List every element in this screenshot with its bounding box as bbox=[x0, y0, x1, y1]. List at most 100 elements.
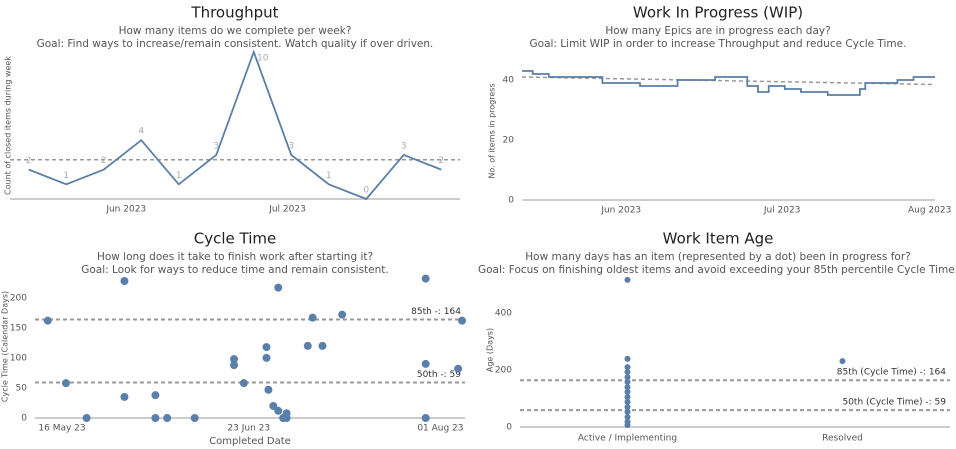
data-point bbox=[624, 368, 631, 375]
y-tick-label: 0 bbox=[508, 196, 514, 206]
reference-label: 85th -: 164 bbox=[411, 307, 461, 317]
x-tick-label: Jul 2023 bbox=[763, 206, 801, 216]
chart-subtitle: How many Epics are in progress each day? bbox=[605, 25, 830, 37]
data-point bbox=[190, 414, 199, 422]
data-label: 4 bbox=[138, 127, 144, 137]
data-point bbox=[624, 364, 631, 371]
data-label: 3 bbox=[401, 141, 407, 151]
data-point bbox=[239, 379, 248, 388]
data-point bbox=[338, 310, 347, 319]
data-point bbox=[624, 355, 631, 362]
reference-label: 50th (Cycle Time) -: 59 bbox=[842, 398, 946, 408]
chart-subtitle: How long does it take to finish work aft… bbox=[97, 251, 373, 263]
x-tick-label: 16 May 23 bbox=[38, 424, 85, 434]
chart-subtitle: Goal: Find ways to increase/remain consi… bbox=[37, 38, 434, 50]
x-axis-label: Completed Date bbox=[209, 436, 291, 447]
y-tick-label: 100 bbox=[10, 353, 27, 363]
data-point bbox=[454, 364, 463, 373]
data-point bbox=[262, 343, 271, 352]
data-point bbox=[624, 378, 631, 385]
data-point bbox=[230, 355, 239, 364]
data-point bbox=[120, 392, 129, 401]
chart-title: Cycle Time bbox=[194, 230, 276, 248]
chart-subtitle: Goal: Look for ways to reduce time and r… bbox=[81, 264, 389, 276]
y-tick-label: 200 bbox=[10, 293, 27, 303]
y-tick-label: 20 bbox=[503, 136, 515, 146]
data-point bbox=[61, 379, 70, 388]
data-label: 3 bbox=[213, 141, 219, 151]
x-tick-label: Jul 2023 bbox=[268, 205, 306, 215]
data-point bbox=[274, 406, 283, 415]
data-point bbox=[624, 398, 631, 405]
x-tick-label: Aug 2023 bbox=[908, 206, 951, 216]
data-label: 2 bbox=[438, 156, 444, 166]
data-point bbox=[624, 394, 631, 401]
chart-subtitle: How many items do we complete per week? bbox=[119, 25, 352, 37]
wip-line bbox=[522, 70, 935, 96]
data-point bbox=[624, 414, 631, 421]
y-tick-label: 400 bbox=[495, 308, 512, 318]
data-label: 1 bbox=[176, 171, 182, 181]
data-point bbox=[624, 384, 631, 391]
data-point bbox=[151, 391, 160, 400]
y-tick-label: 40 bbox=[503, 76, 515, 86]
data-point bbox=[308, 313, 317, 322]
data-point bbox=[624, 374, 631, 381]
data-point bbox=[282, 414, 291, 422]
x-tick-label: 01 Aug 23 bbox=[417, 424, 463, 434]
data-point bbox=[458, 316, 467, 325]
data-point bbox=[230, 361, 239, 370]
data-point bbox=[163, 414, 172, 422]
y-axis-label: Cycle Time (Calendar Days) bbox=[1, 291, 10, 402]
data-point bbox=[624, 408, 631, 415]
data-point bbox=[624, 388, 631, 395]
x-tick-label: Jun 2023 bbox=[105, 205, 146, 215]
x-tick-label: 23 Jun 23 bbox=[227, 424, 270, 434]
throughput-line bbox=[28, 49, 442, 201]
data-point bbox=[318, 341, 327, 350]
data-label: 0 bbox=[363, 186, 369, 196]
data-point bbox=[274, 283, 283, 292]
data-label: 2 bbox=[26, 156, 32, 166]
data-label: 3 bbox=[288, 141, 294, 151]
chart-subtitle: How many days has an item (represented b… bbox=[525, 251, 910, 263]
y-tick-label: 150 bbox=[10, 323, 27, 333]
y-axis-label: Age (Days) bbox=[486, 328, 495, 372]
chart-title: Throughput bbox=[190, 4, 278, 22]
y-tick-label: 50 bbox=[16, 383, 28, 393]
data-point bbox=[624, 276, 631, 283]
data-label: 1 bbox=[326, 171, 332, 181]
data-label: 2 bbox=[101, 156, 107, 166]
x-tick-label: Resolved bbox=[822, 434, 863, 444]
data-label: 10 bbox=[257, 54, 269, 64]
data-point bbox=[624, 422, 631, 429]
data-point bbox=[421, 274, 430, 283]
y-axis-label: No. of items in progress bbox=[488, 83, 497, 178]
data-point bbox=[43, 316, 52, 325]
reference-label: 85th (Cycle Time) -: 164 bbox=[837, 368, 947, 378]
x-tick-label: Jun 2023 bbox=[600, 206, 641, 216]
x-tick-label: Active / Implementing bbox=[578, 434, 677, 444]
chart-title: Work Item Age bbox=[663, 230, 774, 248]
data-point bbox=[421, 414, 430, 422]
data-point bbox=[262, 353, 271, 362]
data-point bbox=[624, 404, 631, 411]
data-point bbox=[82, 414, 91, 422]
chart-subtitle: Goal: Focus on finishing oldest items an… bbox=[478, 264, 956, 276]
data-point bbox=[303, 341, 312, 350]
data-point bbox=[120, 277, 129, 286]
data-point bbox=[269, 401, 278, 410]
data-point bbox=[151, 414, 160, 422]
reference-label: 50th -: 59 bbox=[417, 370, 461, 380]
data-point bbox=[839, 358, 846, 365]
y-tick-label: 200 bbox=[495, 365, 512, 375]
y-tick-label: 0 bbox=[21, 414, 27, 424]
data-point bbox=[264, 385, 273, 394]
chart-subtitle: Goal: Limit WIP in order to increase Thr… bbox=[530, 38, 907, 50]
chart-title: Work In Progress (WIP) bbox=[633, 4, 803, 22]
y-tick-label: 0 bbox=[506, 423, 512, 433]
y-axis-label: Count of closed items during week bbox=[4, 56, 13, 195]
data-point bbox=[421, 359, 430, 368]
